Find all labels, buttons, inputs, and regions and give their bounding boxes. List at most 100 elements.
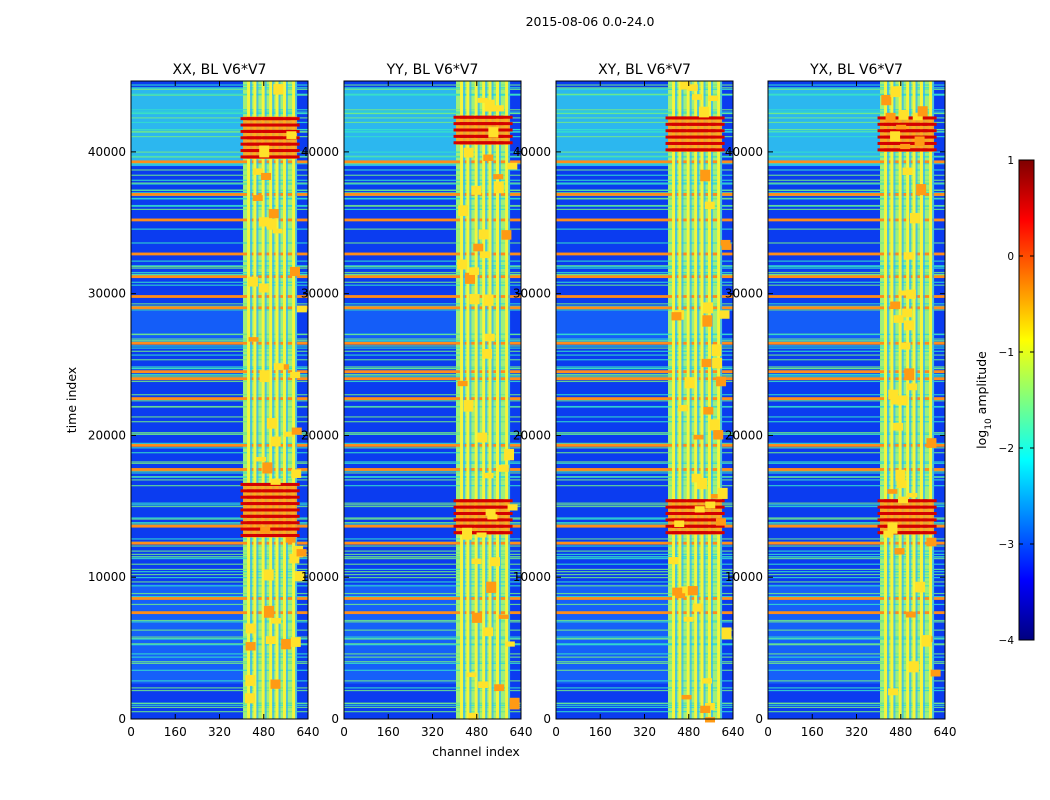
time-stripe xyxy=(131,571,308,573)
colorbar-tick-label: 1 xyxy=(1007,155,1014,167)
time-stripe xyxy=(131,461,308,463)
band-blotch xyxy=(680,81,691,90)
burst-cell xyxy=(694,518,709,522)
burst-cell xyxy=(468,524,483,528)
time-stripe xyxy=(556,183,733,185)
y-axis-label: time index xyxy=(64,367,79,433)
band-blotch xyxy=(895,469,906,481)
time-stripe xyxy=(344,504,521,506)
time-stripe xyxy=(768,260,945,262)
burst-cell xyxy=(680,518,695,522)
time-stripe xyxy=(556,182,733,184)
time-stripe xyxy=(556,470,733,472)
band-blotch xyxy=(296,549,307,557)
time-stripe xyxy=(131,345,308,347)
time-stripe xyxy=(768,192,945,194)
band-blotch xyxy=(709,419,720,431)
time-stripe xyxy=(556,517,733,519)
x-tick-label: 0 xyxy=(552,725,560,739)
time-stripe xyxy=(768,368,945,370)
y-tick-label: 30000 xyxy=(725,287,763,301)
bright-row xyxy=(768,443,945,447)
band-blotch xyxy=(290,637,301,647)
rfi-channel-line xyxy=(460,81,464,719)
time-stripe xyxy=(131,380,308,383)
panel-xx: XX, BL V6*V7 0 160 320 480 640 0 10000 20000 3000… xyxy=(88,62,320,739)
burst-cell xyxy=(276,482,291,486)
time-stripe xyxy=(131,182,308,184)
burst-cell xyxy=(671,141,686,145)
band-blotch xyxy=(485,509,496,516)
time-stripe xyxy=(131,452,308,454)
time-stripe xyxy=(344,88,521,90)
x-axis-label: channel index xyxy=(432,744,520,759)
time-stripe xyxy=(556,550,733,552)
time-stripe xyxy=(768,704,945,706)
time-stripe xyxy=(768,93,945,96)
burst-cell xyxy=(285,149,300,153)
burst-cell xyxy=(710,499,725,503)
time-stripe xyxy=(131,619,308,622)
rfi-channel-line xyxy=(672,81,676,719)
burst-cell xyxy=(922,148,937,152)
burst-cell xyxy=(680,135,695,139)
bright-row xyxy=(344,193,521,196)
heatmap-zone xyxy=(556,310,669,344)
time-stripe xyxy=(344,470,521,472)
burst-cell xyxy=(276,527,291,531)
burst-cell xyxy=(892,148,907,152)
bright-row xyxy=(344,443,521,447)
time-stripe xyxy=(556,121,733,124)
burst-cell xyxy=(701,524,716,528)
time-stripe xyxy=(556,228,733,230)
time-stripe xyxy=(556,359,733,361)
time-stripe xyxy=(344,545,521,547)
time-stripe xyxy=(768,433,945,435)
burst-cell xyxy=(489,499,504,503)
panel-xy: XY, BL V6*V7 0 160 320 480 640 0 10000 20000 3000… xyxy=(513,62,745,739)
bright-row xyxy=(131,252,308,256)
time-stripe xyxy=(131,228,308,230)
bright-row xyxy=(556,193,733,196)
burst-cell xyxy=(498,512,513,516)
rfi-channel-line xyxy=(919,81,923,719)
band-blotch xyxy=(509,697,520,710)
burst-cell xyxy=(913,531,928,535)
time-stripe xyxy=(344,406,521,408)
time-stripe xyxy=(344,260,521,262)
burst-cell xyxy=(694,135,709,139)
time-stripe xyxy=(344,345,521,347)
bright-row xyxy=(768,295,945,298)
band-blotch xyxy=(286,131,297,139)
band-blotch xyxy=(674,520,685,528)
rfi-channel-gap xyxy=(491,81,494,719)
time-stripe xyxy=(344,333,521,336)
rfi-channel-gap xyxy=(463,81,466,719)
band-blotch xyxy=(671,312,682,321)
y-tick-label: 30000 xyxy=(88,287,126,301)
band-blotch xyxy=(681,694,692,700)
time-stripe xyxy=(344,338,521,340)
band-blotch xyxy=(715,518,726,526)
time-stripe xyxy=(768,661,945,663)
burst-cell xyxy=(468,512,483,516)
time-stripe xyxy=(131,163,308,165)
time-stripe xyxy=(768,538,945,540)
time-stripe xyxy=(768,502,945,504)
burst-cell xyxy=(710,512,725,516)
burst-cell xyxy=(694,512,709,516)
band-blotch xyxy=(507,162,518,170)
time-stripe xyxy=(556,376,733,378)
band-blotch xyxy=(477,432,488,443)
heatmap-zone xyxy=(131,310,244,344)
band-blotch xyxy=(493,105,504,112)
y-tick-label: 0 xyxy=(331,712,339,726)
burst-cell xyxy=(269,155,284,159)
rfi-channel-gap xyxy=(285,81,288,719)
time-stripe xyxy=(768,556,945,558)
time-stripe xyxy=(344,568,521,571)
x-tick-label: 320 xyxy=(845,725,868,739)
band-blotch xyxy=(693,434,704,440)
burst-cell xyxy=(285,521,300,525)
time-stripe xyxy=(556,603,733,606)
